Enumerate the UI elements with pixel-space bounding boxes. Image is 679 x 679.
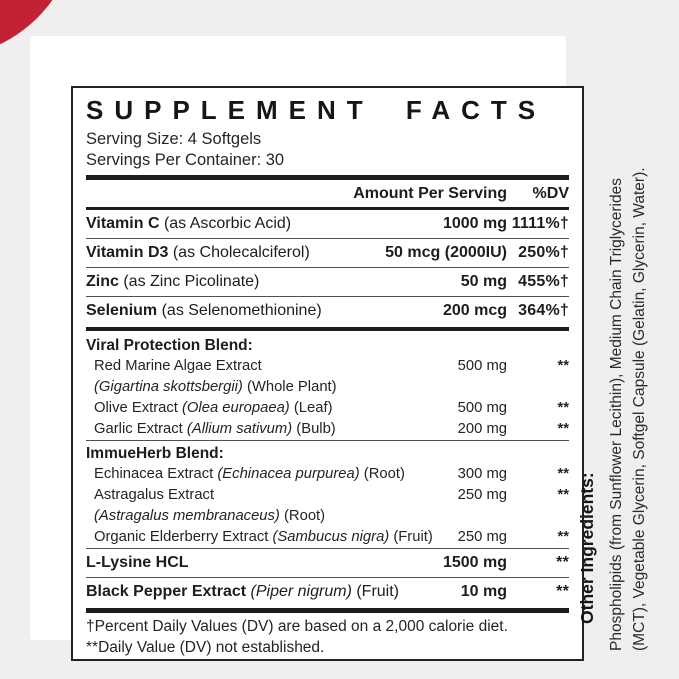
serving-size: Serving Size: 4 Softgels xyxy=(86,130,262,148)
daily-value: ** xyxy=(557,421,569,437)
amount-per-serving: 1500 mg xyxy=(442,554,507,571)
daily-value: 1111%† xyxy=(511,215,569,232)
daily-value: ** xyxy=(556,554,569,571)
daily-value: ** xyxy=(557,487,569,503)
amount-per-serving: 200 mg xyxy=(457,421,507,437)
facts-row: ImmueHerb Blend: xyxy=(86,441,569,464)
amount-per-serving: 500 mg xyxy=(457,400,507,416)
ingredient-name: Astragalus Extract xyxy=(94,487,215,503)
row-divider xyxy=(86,548,569,549)
label-card: SUPPLEMENT FACTS Serving Size: 4 Softgel… xyxy=(30,36,584,661)
facts-row: Garlic Extract (Allium sativum) (Bulb) 20… xyxy=(86,419,569,440)
facts-row: Selenium (as Selenomethionine) 200 mcg 364… xyxy=(86,297,569,325)
facts-row: Viral Protection Blend: xyxy=(86,333,569,356)
amount-per-serving: 50 mcg (2000IU) xyxy=(385,244,507,261)
ingredient-name: L-Lysine HCL xyxy=(86,554,189,571)
amount-per-serving: 250 mg xyxy=(457,487,507,503)
facts-row: Echinacea Extract (Echinacea purpurea) (… xyxy=(86,464,569,485)
row-divider xyxy=(86,577,569,578)
ingredient-name: Viral Protection Blend: xyxy=(86,337,253,354)
row-divider xyxy=(86,327,569,331)
other-ingredients-line: Phospholipids (from Sunflower Lecithin),… xyxy=(608,178,625,651)
amount-per-serving: 500 mg xyxy=(457,358,507,374)
facts-row: (Gigartina skottsbergii) (Whole Plant) xyxy=(86,377,569,398)
facts-row: Organic Elderberry Extract (Sambucus nig… xyxy=(86,527,569,548)
ingredient-name: (Gigartina skottsbergii) (Whole Plant) xyxy=(94,379,337,395)
facts-row: Black Pepper Extract (Piper nigrum) (Fru… xyxy=(86,578,569,606)
amount-per-serving: 200 mcg xyxy=(442,302,507,319)
other-ingredients-heading: Other Ingredients: xyxy=(577,472,597,624)
facts-row: Red Marine Algae Extract 500 mg ** xyxy=(86,356,569,377)
serving-info: Serving Size: 4 Softgels Servings Per Co… xyxy=(86,129,569,170)
other-ingredients: Other Ingredients: Phospholipids (from S… xyxy=(576,51,651,651)
row-divider xyxy=(86,238,569,239)
daily-value: ** xyxy=(557,400,569,416)
ingredient-name: Vitamin D3 (as Cholecalciferol) xyxy=(86,244,310,261)
row-divider xyxy=(86,296,569,297)
facts-row: Olive Extract (Olea europaea) (Leaf) 500 … xyxy=(86,398,569,419)
ingredient-name: Vitamin C (as Ascorbic Acid) xyxy=(86,215,292,232)
amount-per-serving: 10 mg xyxy=(460,583,507,600)
ingredient-name: Selenium (as Selenomethionine) xyxy=(86,302,322,319)
facts-row: Astragalus Extract 250 mg ** xyxy=(86,485,569,506)
facts-row: Vitamin D3 (as Cholecalciferol) 50 mcg (2… xyxy=(86,239,569,267)
ingredient-name: Black Pepper Extract (Piper nigrum) (Fru… xyxy=(86,583,399,600)
facts-row: (Astragalus membranaceus) (Root) xyxy=(86,506,569,527)
amount-per-serving: 1000 mg xyxy=(442,215,507,232)
daily-value: 250%† xyxy=(518,244,569,261)
servings-per-container: Servings Per Container: 30 xyxy=(86,150,285,169)
amount-per-serving: 50 mg xyxy=(460,273,507,290)
divider-header-bottom xyxy=(86,207,569,210)
panel-title: SUPPLEMENT FACTS xyxy=(86,95,547,125)
ingredient-name: Red Marine Algae Extract xyxy=(94,358,262,374)
supplement-facts-panel: SUPPLEMENT FACTS Serving Size: 4 Softgel… xyxy=(71,86,584,661)
row-divider xyxy=(86,608,569,613)
column-header-row: Amount Per Serving %DV xyxy=(86,182,569,207)
ingredient-name: Echinacea Extract (Echinacea purpurea) (… xyxy=(94,466,405,482)
ingredient-name: Organic Elderberry Extract (Sambucus nig… xyxy=(94,529,433,545)
amount-per-serving: 250 mg xyxy=(457,529,507,545)
amount-per-serving: 300 mg xyxy=(457,466,507,482)
daily-value: ** xyxy=(557,358,569,374)
column-header-amount: Amount Per Serving xyxy=(353,185,507,202)
row-divider xyxy=(86,440,569,441)
ingredient-name: Olive Extract (Olea europaea) (Leaf) xyxy=(94,400,333,416)
daily-value: ** xyxy=(556,583,569,600)
ingredient-name: ImmueHerb Blend: xyxy=(86,445,224,462)
footnote-not-established: **Daily Value (DV) not established. xyxy=(86,639,325,656)
ingredient-name: (Astragalus membranaceus) (Root) xyxy=(94,508,326,524)
facts-row: Vitamin C (as Ascorbic Acid) 1000 mg 1111%… xyxy=(86,210,569,238)
ingredient-name: Zinc (as Zinc Picolinate) xyxy=(86,273,260,290)
ingredient-name: Garlic Extract (Allium sativum) (Bulb) xyxy=(94,421,336,437)
column-header-dv: %DV xyxy=(532,185,569,202)
facts-row: L-Lysine HCL 1500 mg ** xyxy=(86,549,569,577)
row-divider xyxy=(86,267,569,268)
other-ingredients-line: (MCT), Vegetable Glycerin, Softgel Capsu… xyxy=(631,167,648,651)
divider-heavy-top xyxy=(86,175,569,180)
facts-rows: Vitamin C (as Ascorbic Acid) 1000 mg 1111%… xyxy=(86,210,569,613)
daily-value: 364%† xyxy=(518,302,569,319)
facts-row: Zinc (as Zinc Picolinate) 50 mg 455%† xyxy=(86,268,569,296)
daily-value: 455%† xyxy=(518,273,569,290)
footnotes: †Percent Daily Values (DV) are based on … xyxy=(86,616,569,658)
daily-value: ** xyxy=(557,529,569,545)
daily-value: ** xyxy=(557,466,569,482)
footnote-daily-value: †Percent Daily Values (DV) are based on … xyxy=(86,618,508,635)
